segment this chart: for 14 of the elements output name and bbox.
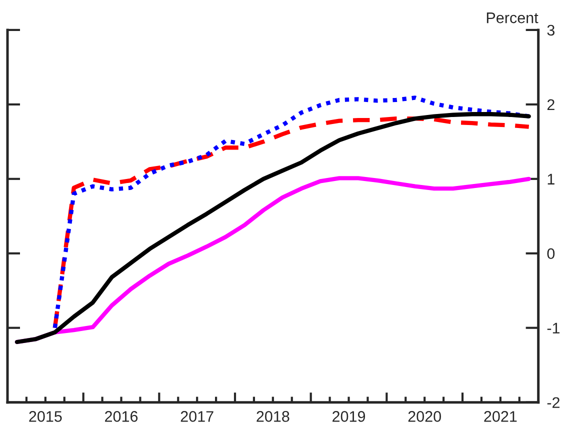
y-tick-label: 2 bbox=[547, 99, 554, 110]
x-tick-label: 2019 bbox=[332, 411, 366, 422]
y-tick-label: -2 bbox=[547, 397, 560, 408]
x-tick-label: 2018 bbox=[256, 411, 290, 422]
y-tick-label: 1 bbox=[548, 174, 554, 184]
x-tick-label: 2015 bbox=[29, 411, 62, 422]
x-tick-label: 2021 bbox=[484, 411, 517, 422]
y-tick-label: 3 bbox=[547, 24, 554, 36]
x-tick-label: 2020 bbox=[408, 411, 441, 422]
y-tick-label: -1 bbox=[547, 322, 560, 334]
x-tick-label: 2016 bbox=[105, 411, 138, 422]
y-axis-title: Percent bbox=[486, 12, 538, 24]
y-tick-label: 0 bbox=[547, 248, 555, 260]
x-tick-label: 2017 bbox=[180, 411, 214, 422]
